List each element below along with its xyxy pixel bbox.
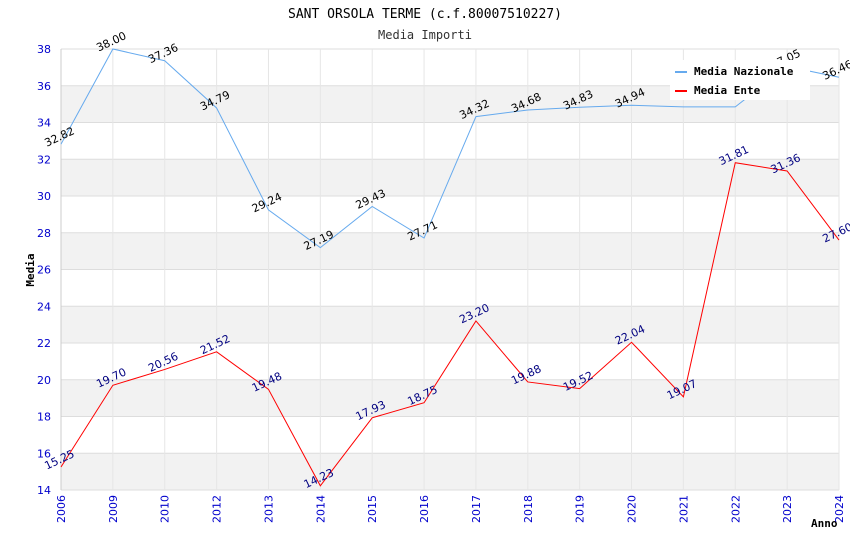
x-tick-label: 2022 bbox=[729, 495, 742, 523]
plot-background bbox=[61, 49, 839, 490]
x-tick-label: 2013 bbox=[262, 495, 275, 523]
legend: Media Nazionale Media Ente bbox=[670, 60, 810, 100]
y-tick-label: 16 bbox=[37, 447, 51, 460]
y-tick-label: 22 bbox=[37, 337, 51, 350]
y-tick-label: 14 bbox=[37, 484, 51, 497]
x-tick-label: 2020 bbox=[626, 495, 639, 523]
y-tick-label: 24 bbox=[37, 300, 51, 313]
x-tick-label: 2012 bbox=[211, 495, 224, 523]
series-line-ente bbox=[60, 162, 840, 487]
legend-label-nazionale: Media Nazionale bbox=[694, 65, 794, 78]
chart-subtitle: Media Importi bbox=[378, 28, 472, 42]
x-tick-label: 2017 bbox=[470, 495, 483, 523]
y-tick-label: 20 bbox=[37, 374, 51, 387]
x-tick-label: 2023 bbox=[781, 495, 794, 523]
x-axis-ticks: 2006 2009 2010 2012 2013 2014 2015 2016 2017 2018… bbox=[55, 495, 846, 523]
y-axis-ticks: 14 16 18 20 22 24 26 28 30 32 34 36 38 bbox=[37, 43, 51, 497]
x-axis-label: Anno bbox=[811, 517, 838, 530]
plot-band bbox=[61, 122, 839, 160]
y-tick-label: 18 bbox=[37, 411, 51, 424]
y-tick-label: 38 bbox=[37, 43, 51, 56]
chart-title: SANT ORSOLA TERME (c.f.80007510227) bbox=[288, 7, 562, 22]
x-tick-label: 2015 bbox=[366, 495, 379, 523]
plot-band bbox=[61, 379, 839, 417]
x-tick-label: 2021 bbox=[677, 495, 690, 523]
x-tick-label: 2010 bbox=[159, 495, 172, 523]
y-tick-label: 32 bbox=[37, 153, 51, 166]
y-tick-label: 36 bbox=[37, 80, 51, 93]
y-tick-label: 28 bbox=[37, 227, 51, 240]
plot-band bbox=[61, 306, 839, 343]
x-tick-label: 2014 bbox=[314, 495, 327, 523]
x-tick-label: 2009 bbox=[107, 495, 120, 523]
x-tick-label: 2016 bbox=[418, 495, 431, 523]
y-tick-label: 26 bbox=[37, 264, 51, 277]
grid-lines bbox=[60, 48, 840, 491]
x-tick-label: 2024 bbox=[833, 495, 846, 523]
plot-band bbox=[61, 232, 839, 270]
x-tick-label: 2018 bbox=[522, 495, 535, 523]
plot-band bbox=[61, 196, 839, 233]
legend-box bbox=[670, 60, 810, 100]
plot-band bbox=[61, 269, 839, 307]
legend-label-ente: Media Ente bbox=[694, 84, 761, 97]
plot-band bbox=[61, 453, 839, 490]
y-axis-label: Media bbox=[24, 253, 37, 286]
y-tick-label: 30 bbox=[37, 190, 51, 203]
x-tick-label: 2019 bbox=[574, 495, 587, 523]
series-line-nazionale bbox=[60, 48, 840, 249]
plot-band bbox=[61, 416, 839, 454]
series-lines bbox=[60, 48, 840, 487]
x-tick-label: 2006 bbox=[55, 495, 68, 523]
y-tick-label: 34 bbox=[37, 117, 51, 130]
